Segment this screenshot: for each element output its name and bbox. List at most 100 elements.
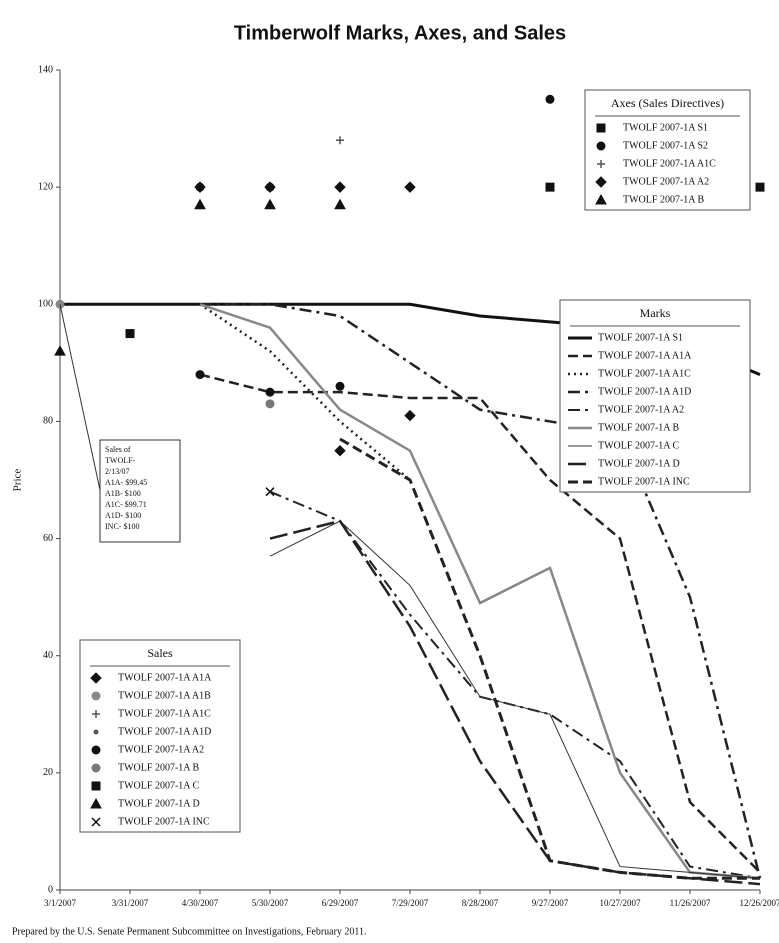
legend-label: TWOLF 2007-1A A2: [598, 404, 684, 415]
series-line: [339, 437, 760, 880]
legend-label: TWOLF 2007-1A INC: [118, 816, 210, 827]
point: [264, 181, 276, 193]
x-tick-label: 9/27/2007: [532, 898, 569, 908]
y-tick-label: 0: [48, 884, 53, 895]
legend-label: TWOLF 2007-1A B: [118, 762, 199, 773]
x-tick-label: 3/31/2007: [112, 898, 149, 908]
legend-label: TWOLF 2007-1A A1D: [598, 386, 691, 397]
point: [265, 487, 275, 497]
legend-label: TWOLF 2007-1A A1C: [118, 708, 211, 719]
legend-label: TWOLF 2007-1A A1D: [118, 726, 211, 737]
point: [404, 181, 416, 193]
annotation-leader: [59, 304, 101, 491]
legend-title: Axes (Sales Directives): [611, 96, 724, 110]
x-tick-label: 3/1/2007: [44, 898, 77, 908]
annotation-box: [99, 439, 181, 543]
annotation-text: A1D- $100: [105, 511, 141, 520]
point: [265, 387, 275, 397]
point: [404, 409, 416, 422]
legend-label: TWOLF 2007-1A A1C: [598, 368, 691, 379]
annotation-text: Sales of: [105, 445, 131, 454]
legend-swatch: [90, 672, 102, 684]
y-tick-label: 80: [43, 416, 53, 427]
legend-swatch: [595, 193, 607, 205]
point: [334, 181, 346, 193]
x-tick-label: 6/29/2007: [322, 898, 359, 908]
point: [336, 136, 344, 145]
legend-swatch: [596, 123, 606, 133]
legend-swatch: [595, 176, 607, 188]
legend-swatch: [91, 781, 101, 791]
legend-swatch: [596, 141, 606, 151]
legend-swatch: [597, 160, 605, 168]
legend-label: TWOLF 2007-1A B: [623, 194, 704, 205]
legend-title: Marks: [640, 306, 671, 320]
legend-swatch: [90, 797, 102, 809]
source-note: Prepared by the U.S. Senate Permanent Su…: [12, 926, 367, 937]
legend-box: [79, 639, 241, 833]
legend-box: [559, 299, 751, 493]
legend-label: TWOLF 2007-1A A1A: [118, 672, 212, 683]
legend-title: Sales: [147, 646, 173, 660]
series-line: [269, 520, 761, 879]
point: [54, 345, 66, 356]
annotation-text: TWOLF-: [105, 456, 136, 465]
x-tick-label: 12/26/2007: [739, 898, 779, 908]
legend-label: TWOLF 2007-1A B: [598, 422, 679, 433]
point: [195, 370, 205, 380]
legend-label: TWOLF 2007-1A S1: [598, 332, 683, 343]
legend-label: TWOLF 2007-1A A1B: [118, 690, 211, 701]
point: [265, 399, 275, 409]
x-tick-label: 8/28/2007: [462, 898, 499, 908]
x-tick-label: 4/30/2007: [182, 898, 219, 908]
legend-label: TWOLF 2007-1A C: [118, 780, 199, 791]
annotation-text: A1A- $99.45: [105, 478, 147, 487]
legend-label: TWOLF 2007-1A D: [118, 798, 200, 809]
y-tick-label: 20: [43, 767, 53, 778]
series-line: [199, 303, 761, 880]
point: [545, 182, 555, 192]
legend-label: TWOLF 2007-1A A2: [118, 744, 204, 755]
legend-swatch: [91, 817, 101, 827]
x-tick-label: 11/26/2007: [670, 898, 711, 908]
legend-swatch: [91, 745, 101, 755]
legend-label: TWOLF 2007-1A INC: [598, 476, 690, 487]
series-line: [199, 303, 411, 481]
legend-label: TWOLF 2007-1A A1A: [598, 350, 692, 361]
legend-swatch: [93, 729, 99, 735]
annotation-text: A1C- $99.71: [105, 500, 147, 509]
series-line: [200, 303, 762, 879]
point: [194, 198, 206, 210]
legend-swatch: [91, 691, 101, 701]
legend-label: TWOLF 2007-1A A1C: [623, 158, 716, 169]
point: [125, 329, 135, 339]
y-tick-label: 140: [38, 64, 53, 75]
x-tick-label: 7/29/2007: [392, 898, 429, 908]
y-tick-label: 120: [38, 181, 53, 192]
point: [755, 182, 765, 192]
chart-title: Timberwolf Marks, Axes, and Sales: [234, 22, 566, 44]
legend-swatch: [92, 710, 100, 718]
x-tick-label: 10/27/2007: [599, 898, 641, 908]
legend-box: [584, 89, 751, 211]
point: [334, 445, 346, 457]
legend-label: TWOLF 2007-1A C: [598, 440, 679, 451]
series-line: [199, 373, 761, 874]
point: [334, 198, 346, 210]
y-tick-label: 60: [43, 533, 53, 544]
legend-label: TWOLF 2007-1A A2: [623, 176, 709, 187]
x-tick-label: 5/30/2007: [252, 898, 289, 908]
annotation-text: INC- $100: [105, 522, 139, 531]
point: [264, 198, 276, 210]
point: [194, 181, 206, 193]
annotation-text: A1B- $100: [105, 489, 141, 498]
legend-label: TWOLF 2007-1A S2: [623, 140, 708, 151]
annotation-text: 2/13/07: [105, 467, 129, 476]
y-tick-label: 100: [38, 299, 53, 310]
y-axis-label: Price: [12, 469, 24, 492]
legend-label: TWOLF 2007-1A D: [598, 458, 680, 469]
legend-swatch: [91, 763, 101, 773]
legend-label: TWOLF 2007-1A S1: [623, 122, 708, 133]
point: [545, 94, 555, 104]
